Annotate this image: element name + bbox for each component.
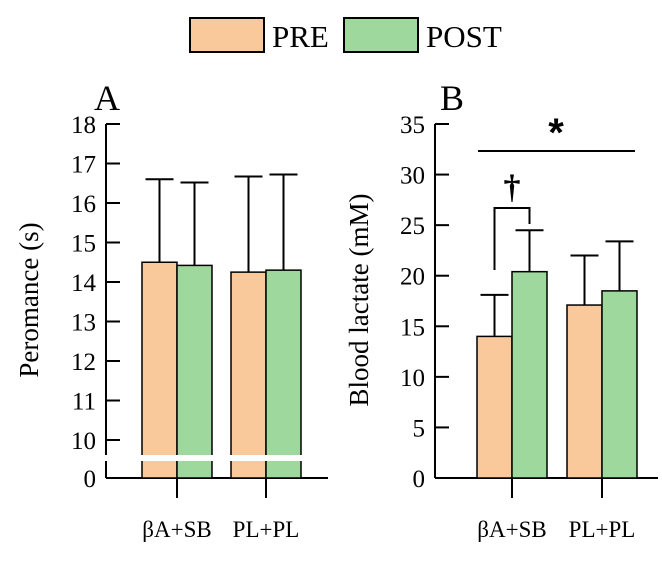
- bar-b-post-1: [601, 290, 638, 479]
- legend-swatch-post: [343, 17, 419, 53]
- y-tick-label-b: 10: [400, 365, 425, 392]
- y-tick-label-b: 5: [413, 415, 426, 442]
- legend-swatch-pre: [189, 17, 265, 53]
- panel-label-b: B: [440, 78, 464, 118]
- y-tick-label-a: 0: [84, 466, 97, 493]
- bar-b-pre-0: [476, 335, 513, 479]
- x-tick-label-a: PL+PL: [233, 517, 300, 542]
- panel-label-a: A: [94, 78, 120, 118]
- panel-a-plot: 0 10 11 12 13 14 15 16 17 18 βA+SB PL+PL: [71, 112, 332, 542]
- bar-b-post-0: [511, 270, 548, 479]
- bar-a-pre-0: [141, 261, 178, 479]
- y-tick-label-b: 25: [400, 213, 425, 240]
- significance-star: *: [548, 111, 564, 155]
- y-tick-label-a: 16: [71, 191, 96, 218]
- x-tick-label-b: βA+SB: [477, 517, 546, 542]
- significance-dagger: †: [504, 169, 521, 206]
- legend-label-pre: PRE: [272, 19, 329, 54]
- y-tick-label-b: 0: [413, 466, 426, 493]
- bar-a-pre-1: [230, 271, 267, 479]
- y-tick-label-a: 10: [71, 428, 96, 455]
- legend: PRE POST: [189, 17, 502, 54]
- panel-b-plot: 0 5 10 15 20 25 30 35 βA+SB PL+PL * †: [400, 111, 658, 542]
- x-tick-label-b: PL+PL: [569, 517, 636, 542]
- y-tick-label-b: 20: [400, 264, 425, 291]
- y-tick-label-a: 17: [71, 152, 96, 179]
- bar-b-pre-1: [566, 304, 603, 479]
- y-tick-label-a: 12: [71, 349, 96, 376]
- y-tick-label-b: 30: [400, 163, 425, 190]
- y-tick-label-a: 15: [71, 231, 96, 258]
- legend-label-post: POST: [426, 19, 502, 54]
- y-tick-label-a: 14: [71, 270, 97, 297]
- x-tick-label-a: βA+SB: [142, 517, 211, 542]
- y-tick-label-a: 13: [71, 310, 96, 337]
- y-axis-title-a: Peromance (s): [14, 222, 44, 377]
- significance-bracket-dagger: [493, 207, 531, 270]
- y-axis-title-b: Blood lactate (mM): [344, 194, 374, 407]
- bar-a-post-0: [176, 264, 213, 479]
- y-tick-label-b: 35: [400, 112, 425, 139]
- y-tick-label-b: 15: [400, 314, 425, 341]
- axis-break-a: [100, 455, 332, 461]
- y-tick-label-a: 18: [71, 112, 96, 139]
- y-tick-label-a: 11: [72, 389, 96, 416]
- bar-a-post-1: [265, 269, 302, 479]
